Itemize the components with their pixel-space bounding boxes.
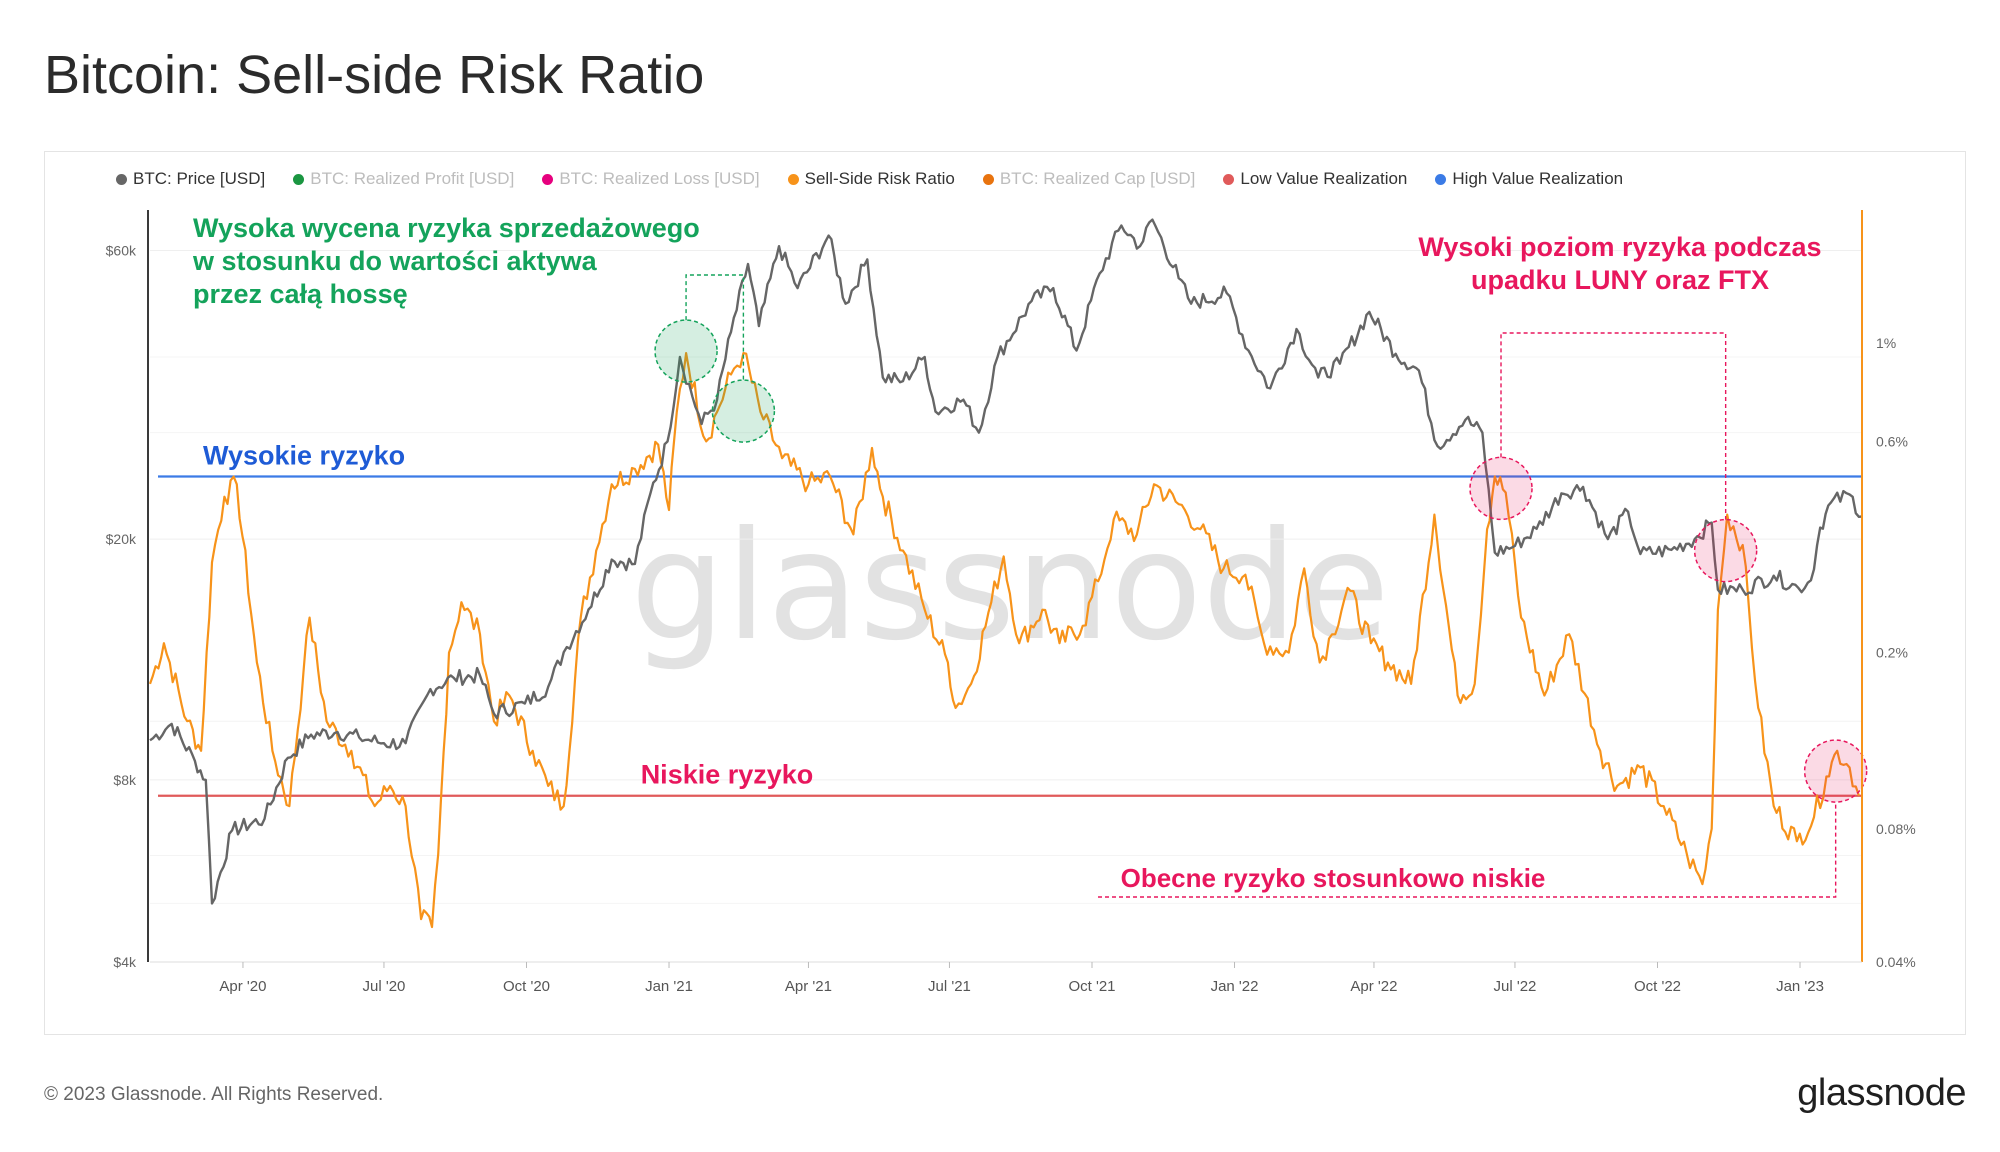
x-tick-label: Jul '22	[1494, 978, 1537, 995]
series-layer	[148, 218, 1863, 929]
x-tick-label: Jan '21	[645, 978, 693, 995]
annotation-high-valuation: Wysoka wycena ryzyka sprzedażowego	[193, 213, 700, 243]
legend-label: High Value Realization	[1452, 169, 1624, 188]
x-tick-label: Jul '20	[363, 978, 406, 995]
x-tick-label: Apr '20	[219, 978, 266, 995]
legend-label: BTC: Realized Loss [USD]	[559, 169, 760, 188]
bracket-current	[1098, 802, 1837, 898]
y-left-tick-label: $4k	[113, 954, 137, 970]
risk-circle-pink	[1803, 739, 1868, 803]
x-tick-label: Oct '21	[1068, 978, 1115, 995]
legend-label: BTC: Realized Profit [USD]	[310, 169, 515, 188]
x-tick-label: Oct '22	[1634, 978, 1681, 995]
annotation-high-valuation: w stosunku do wartości aktywa	[192, 246, 598, 276]
label-high-risk: Wysokie ryzyko	[203, 440, 405, 470]
legend-dot-icon	[1435, 173, 1447, 185]
annotation-high-valuation: przez całą hossę	[193, 279, 408, 309]
bracket-green	[685, 274, 745, 381]
y-right-tick-label: 0.2%	[1876, 645, 1908, 661]
legend-label: Low Value Realization	[1240, 169, 1408, 188]
chart-panel	[44, 151, 1966, 1035]
legend-dot-icon	[787, 173, 799, 185]
risk-circle-pink	[1693, 518, 1758, 583]
legend-label: BTC: Realized Cap [USD]	[999, 169, 1196, 188]
y-right-tick-label: 0.08%	[1876, 821, 1916, 837]
risk-circle-pink	[1469, 456, 1533, 521]
legend-dot-icon	[982, 173, 994, 185]
peak-circle-green	[711, 379, 776, 443]
legend-label: BTC: Price [USD]	[133, 169, 266, 188]
price-series-line	[149, 218, 1863, 905]
annotation-current-low: Obecne ryzyko stosunkowo niskie	[1121, 863, 1546, 893]
x-tick-label: Apr '22	[1350, 978, 1397, 995]
glassnode-logo[interactable]: glassnode	[1797, 1072, 1966, 1114]
copyright: © 2023 Glassnode. All Rights Reserved.	[44, 1084, 384, 1105]
x-tick-label: Jan '22	[1211, 978, 1259, 995]
legend-item-price[interactable]: BTC: Price [USD]	[116, 169, 265, 189]
watermark: glassnode	[630, 500, 1389, 674]
legend: BTC: Price [USD] BTC: Realized Profit [U…	[116, 169, 1623, 189]
x-tick-label: Jul '21	[928, 978, 971, 995]
annotation-luna-ftx: Wysoki poziom ryzyka podczas	[1418, 232, 1821, 262]
chart-title: Bitcoin: Sell-side Risk Ratio	[44, 45, 705, 105]
x-tick-label: Jan '23	[1776, 978, 1824, 995]
legend-dot-icon	[293, 173, 305, 185]
legend-item-realized-cap[interactable]: BTC: Realized Cap [USD]	[982, 169, 1196, 189]
axes-layer: Apr '20 Jul '20 Oct '20 Jan '21 Apr '21 Jul '…	[106, 210, 1916, 995]
legend-item-realized-profit[interactable]: BTC: Realized Profit [USD]	[293, 169, 514, 189]
legend-dot-icon	[542, 173, 554, 185]
y-left-tick-label: $20k	[106, 531, 137, 547]
y-right-tick-label: 0.6%	[1876, 433, 1908, 449]
legend-label: Sell-Side Risk Ratio	[804, 169, 955, 188]
y-left-tick-label: $60k	[106, 243, 137, 259]
legend-dot-icon	[1223, 173, 1235, 185]
legend-dot-icon	[116, 173, 127, 185]
annotation-luna-ftx: upadku LUNY oraz FTX	[1471, 265, 1769, 295]
legend-item-ssr[interactable]: Sell-Side Risk Ratio	[787, 169, 955, 189]
peak-circle-green	[654, 319, 718, 383]
legend-item-realized-loss[interactable]: BTC: Realized Loss [USD]	[542, 169, 760, 189]
ssr-series-line	[148, 352, 1860, 929]
y-right-tick-label: 1%	[1876, 335, 1896, 351]
y-right-tick-label: 0.04%	[1876, 954, 1916, 970]
x-tick-label: Apr '21	[785, 978, 832, 995]
x-tick-label: Oct '20	[503, 978, 550, 995]
label-low-risk: Niskie ryzyko	[641, 760, 814, 790]
legend-item-low-value[interactable]: Low Value Realization	[1223, 169, 1407, 189]
legend-item-high-value[interactable]: High Value Realization	[1435, 169, 1623, 189]
bracket-pink	[1500, 332, 1727, 520]
y-left-tick-label: $8k	[113, 772, 137, 788]
